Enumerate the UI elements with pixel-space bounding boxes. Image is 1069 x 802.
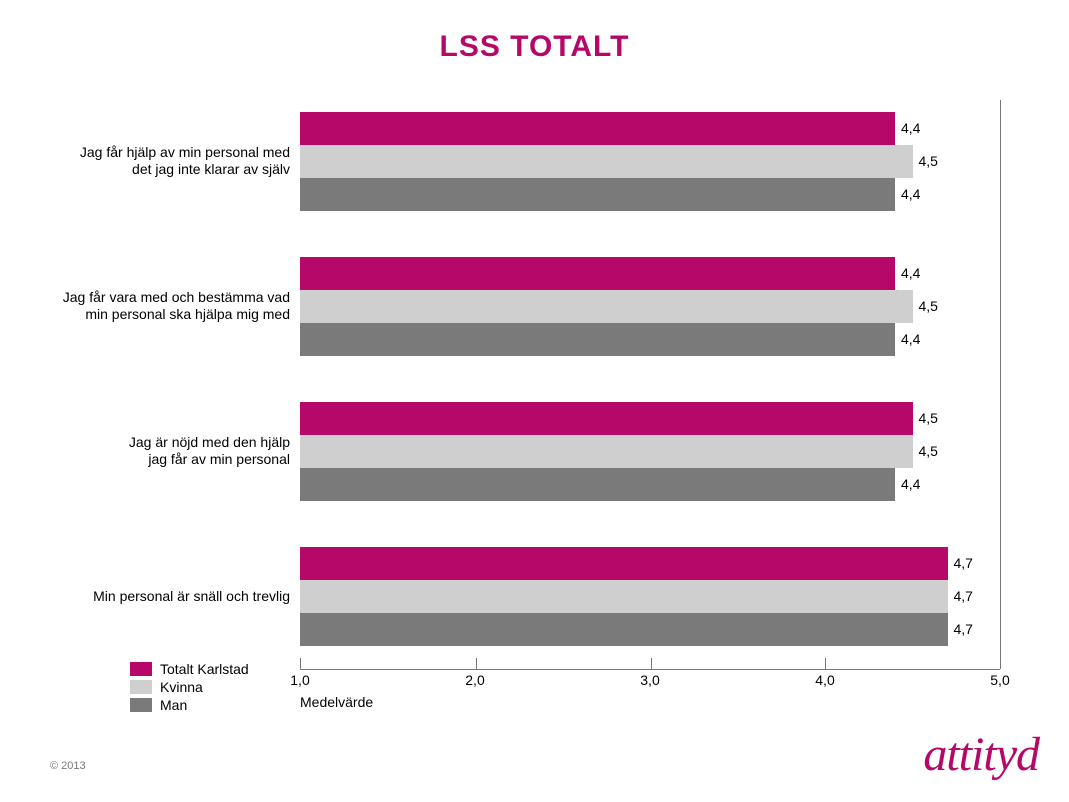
bar-value: 4,7 — [954, 580, 973, 613]
bar-man — [300, 468, 895, 501]
copyright: © 2013 — [50, 760, 86, 772]
legend-item: Man — [130, 696, 249, 714]
bar-value: 4,7 — [954, 613, 973, 646]
bar-value: 4,5 — [919, 402, 938, 435]
x-tick-label: 5,0 — [990, 672, 1009, 688]
bar-value: 4,5 — [919, 290, 938, 323]
x-tick-label: 3,0 — [640, 672, 659, 688]
bar-man — [300, 323, 895, 356]
brand-logo: attityd — [923, 727, 1039, 782]
bar-total — [300, 547, 948, 580]
legend-swatch — [130, 662, 152, 676]
x-tick-label: 4,0 — [815, 672, 834, 688]
bar-value: 4,4 — [901, 257, 920, 290]
legend-label: Kvinna — [160, 679, 203, 695]
question-label: Min personal är snäll och trevlig — [10, 588, 290, 606]
legend-item: Kvinna — [130, 678, 249, 696]
bar-value: 4,5 — [919, 435, 938, 468]
legend-label: Totalt Karlstad — [160, 661, 249, 677]
bar-value: 4,4 — [901, 323, 920, 356]
bar-total — [300, 402, 913, 435]
chart-title: LSS TOTALT — [0, 30, 1069, 64]
gridline — [1000, 100, 1001, 669]
bar-man — [300, 613, 948, 646]
group-gap — [300, 223, 1000, 245]
question-group: 4,44,54,4 — [300, 245, 1000, 368]
x-tick-label: 2,0 — [465, 672, 484, 688]
bar-total — [300, 257, 895, 290]
bar-kvinna — [300, 290, 913, 323]
plot-area: 4,44,54,44,44,54,44,54,54,44,74,74,7 — [300, 100, 1000, 670]
bar-value: 4,7 — [954, 547, 973, 580]
question-group: 4,54,54,4 — [300, 390, 1000, 513]
legend-label: Man — [160, 697, 187, 713]
legend: Totalt Karlstad Kvinna Man — [130, 660, 249, 714]
bar-value: 4,4 — [901, 178, 920, 211]
legend-swatch — [130, 680, 152, 694]
legend-swatch — [130, 698, 152, 712]
group-gap — [300, 368, 1000, 390]
bar-value: 4,5 — [919, 145, 938, 178]
question-label: Jag får hjälp av min personal med det ja… — [10, 144, 290, 179]
bar-value: 4,4 — [901, 112, 920, 145]
x-axis-title: Medelvärde — [300, 694, 373, 710]
bar-total — [300, 112, 895, 145]
legend-item: Totalt Karlstad — [130, 660, 249, 678]
bar-kvinna — [300, 580, 948, 613]
bar-kvinna — [300, 145, 913, 178]
group-gap — [300, 513, 1000, 535]
chart-page: LSS TOTALT 4,44,54,44,44,54,44,54,54,44,… — [0, 0, 1069, 802]
question-group: 4,44,54,4 — [300, 100, 1000, 223]
x-axis-labels: 1,02,03,04,05,0 — [300, 672, 1000, 692]
question-label: Jag får vara med och bestämma vad min pe… — [10, 289, 290, 324]
bar-value: 4,4 — [901, 468, 920, 501]
question-group: 4,74,74,7 — [300, 535, 1000, 658]
question-label: Jag är nöjd med den hjälp jag får av min… — [10, 434, 290, 469]
bar-kvinna — [300, 435, 913, 468]
bar-man — [300, 178, 895, 211]
x-tick-label: 1,0 — [290, 672, 309, 688]
